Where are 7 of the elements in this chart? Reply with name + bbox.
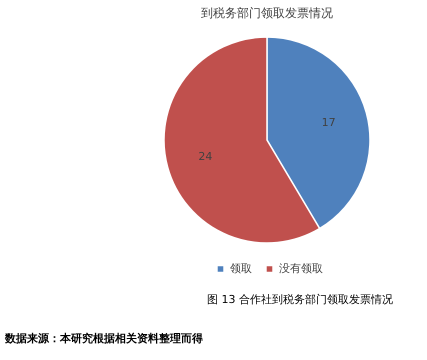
legend-label: 没有领取	[279, 262, 323, 275]
caption: 图 13 合作社到税务部门领取发票情况	[207, 293, 393, 306]
data-label: 17	[322, 116, 336, 130]
chart-title: 到税务部门领取发票情况	[201, 6, 333, 20]
data-label: 24	[198, 150, 212, 163]
source-note: 数据来源：本研究根据相关资料整理而得	[4, 332, 203, 345]
legend-label: 领取	[230, 262, 252, 275]
